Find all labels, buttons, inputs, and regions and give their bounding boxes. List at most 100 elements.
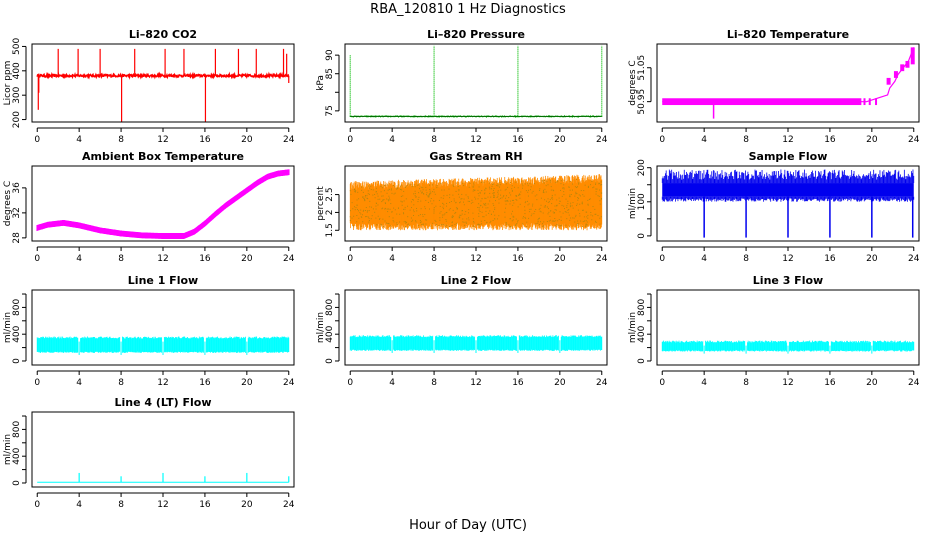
data-point (481, 211, 483, 213)
data-point (579, 215, 581, 217)
data-point (363, 209, 365, 211)
data-point (578, 197, 580, 199)
data-point (382, 195, 384, 197)
data-point (525, 201, 527, 203)
data-point (497, 218, 499, 220)
data-point (434, 219, 436, 221)
data-point (455, 207, 457, 209)
data-point (498, 215, 500, 217)
data-point (401, 115, 403, 117)
x-axis: 0 4 8 12 16 20 24 (34, 127, 295, 145)
data-point (425, 223, 427, 225)
data-point (383, 199, 385, 201)
data-point (539, 210, 541, 212)
data-point (451, 221, 453, 223)
data-point (569, 189, 571, 191)
data-point (506, 115, 508, 117)
data-point (361, 189, 363, 191)
data-point (519, 193, 521, 195)
data-point (370, 185, 372, 187)
data-point (416, 184, 418, 186)
data-point (463, 198, 465, 200)
x-tick-label: 4 (701, 135, 707, 145)
data-point (380, 185, 382, 187)
data-point (521, 115, 523, 117)
data-point (561, 204, 563, 206)
data-point (563, 115, 565, 117)
data-point (374, 211, 376, 213)
data-point (429, 194, 431, 196)
data-point (428, 115, 430, 117)
data-point (479, 191, 481, 193)
data-point (582, 209, 584, 211)
data-point (377, 198, 379, 200)
data-point (458, 193, 460, 195)
data-point (522, 115, 524, 117)
data-point (424, 115, 426, 117)
y-tick-label: 200 (637, 159, 647, 176)
data-point (548, 115, 550, 117)
x-tick-label: 16 (199, 500, 211, 510)
data-point (408, 115, 410, 117)
data-point (393, 115, 395, 117)
data-point (458, 196, 460, 198)
x-tick-label: 8 (431, 135, 437, 145)
data-point (420, 208, 422, 210)
data-point (372, 208, 374, 210)
data-point (564, 115, 566, 117)
data-point (568, 214, 570, 216)
data-point (520, 115, 522, 117)
x-tick-label: 16 (512, 378, 524, 388)
data-point (360, 213, 362, 215)
data-point (375, 187, 377, 189)
data-point (499, 184, 501, 186)
data-point (401, 115, 403, 117)
data-point (432, 222, 434, 224)
data-point (438, 115, 440, 117)
data-point (359, 212, 361, 214)
data-point (596, 188, 598, 190)
data-point (390, 115, 392, 117)
data-point (563, 205, 565, 207)
data-point (581, 115, 583, 117)
data-point (508, 224, 510, 226)
data-point (390, 203, 392, 205)
data-point (356, 215, 358, 217)
data-point (572, 207, 574, 209)
x-tick-label: 24 (283, 500, 295, 510)
data-point (593, 115, 595, 117)
data-point (472, 190, 474, 192)
data-point (585, 220, 587, 222)
data-point (517, 220, 519, 222)
data-point (587, 203, 589, 205)
data-point (522, 187, 524, 189)
y-axis-label: ml/min (316, 312, 326, 343)
data-point (534, 195, 536, 197)
data-point (425, 199, 427, 201)
y-tick-label: 90 (325, 49, 335, 61)
data-point (419, 214, 421, 216)
data-point (405, 198, 407, 200)
data-point (488, 115, 490, 117)
data-point (413, 193, 415, 195)
data-point (578, 115, 580, 117)
data-point (398, 115, 400, 117)
data-point (491, 115, 493, 117)
data-point (402, 195, 404, 197)
data-point (524, 209, 526, 211)
data-point (377, 195, 379, 197)
data-point (551, 115, 553, 117)
data-point (380, 223, 382, 225)
data-point (411, 199, 413, 201)
data-point (507, 186, 509, 188)
data-point (493, 187, 495, 189)
series-line (662, 47, 915, 103)
data-point (425, 186, 427, 188)
panel-title: Line 1 Flow (128, 274, 198, 287)
data-point (484, 192, 486, 194)
x-axis-title: Hour of Day (UTC) (409, 518, 527, 533)
data-point (418, 192, 420, 194)
data-point (585, 225, 587, 227)
data-point (595, 222, 597, 224)
panel-title: Line 3 Flow (753, 274, 823, 287)
